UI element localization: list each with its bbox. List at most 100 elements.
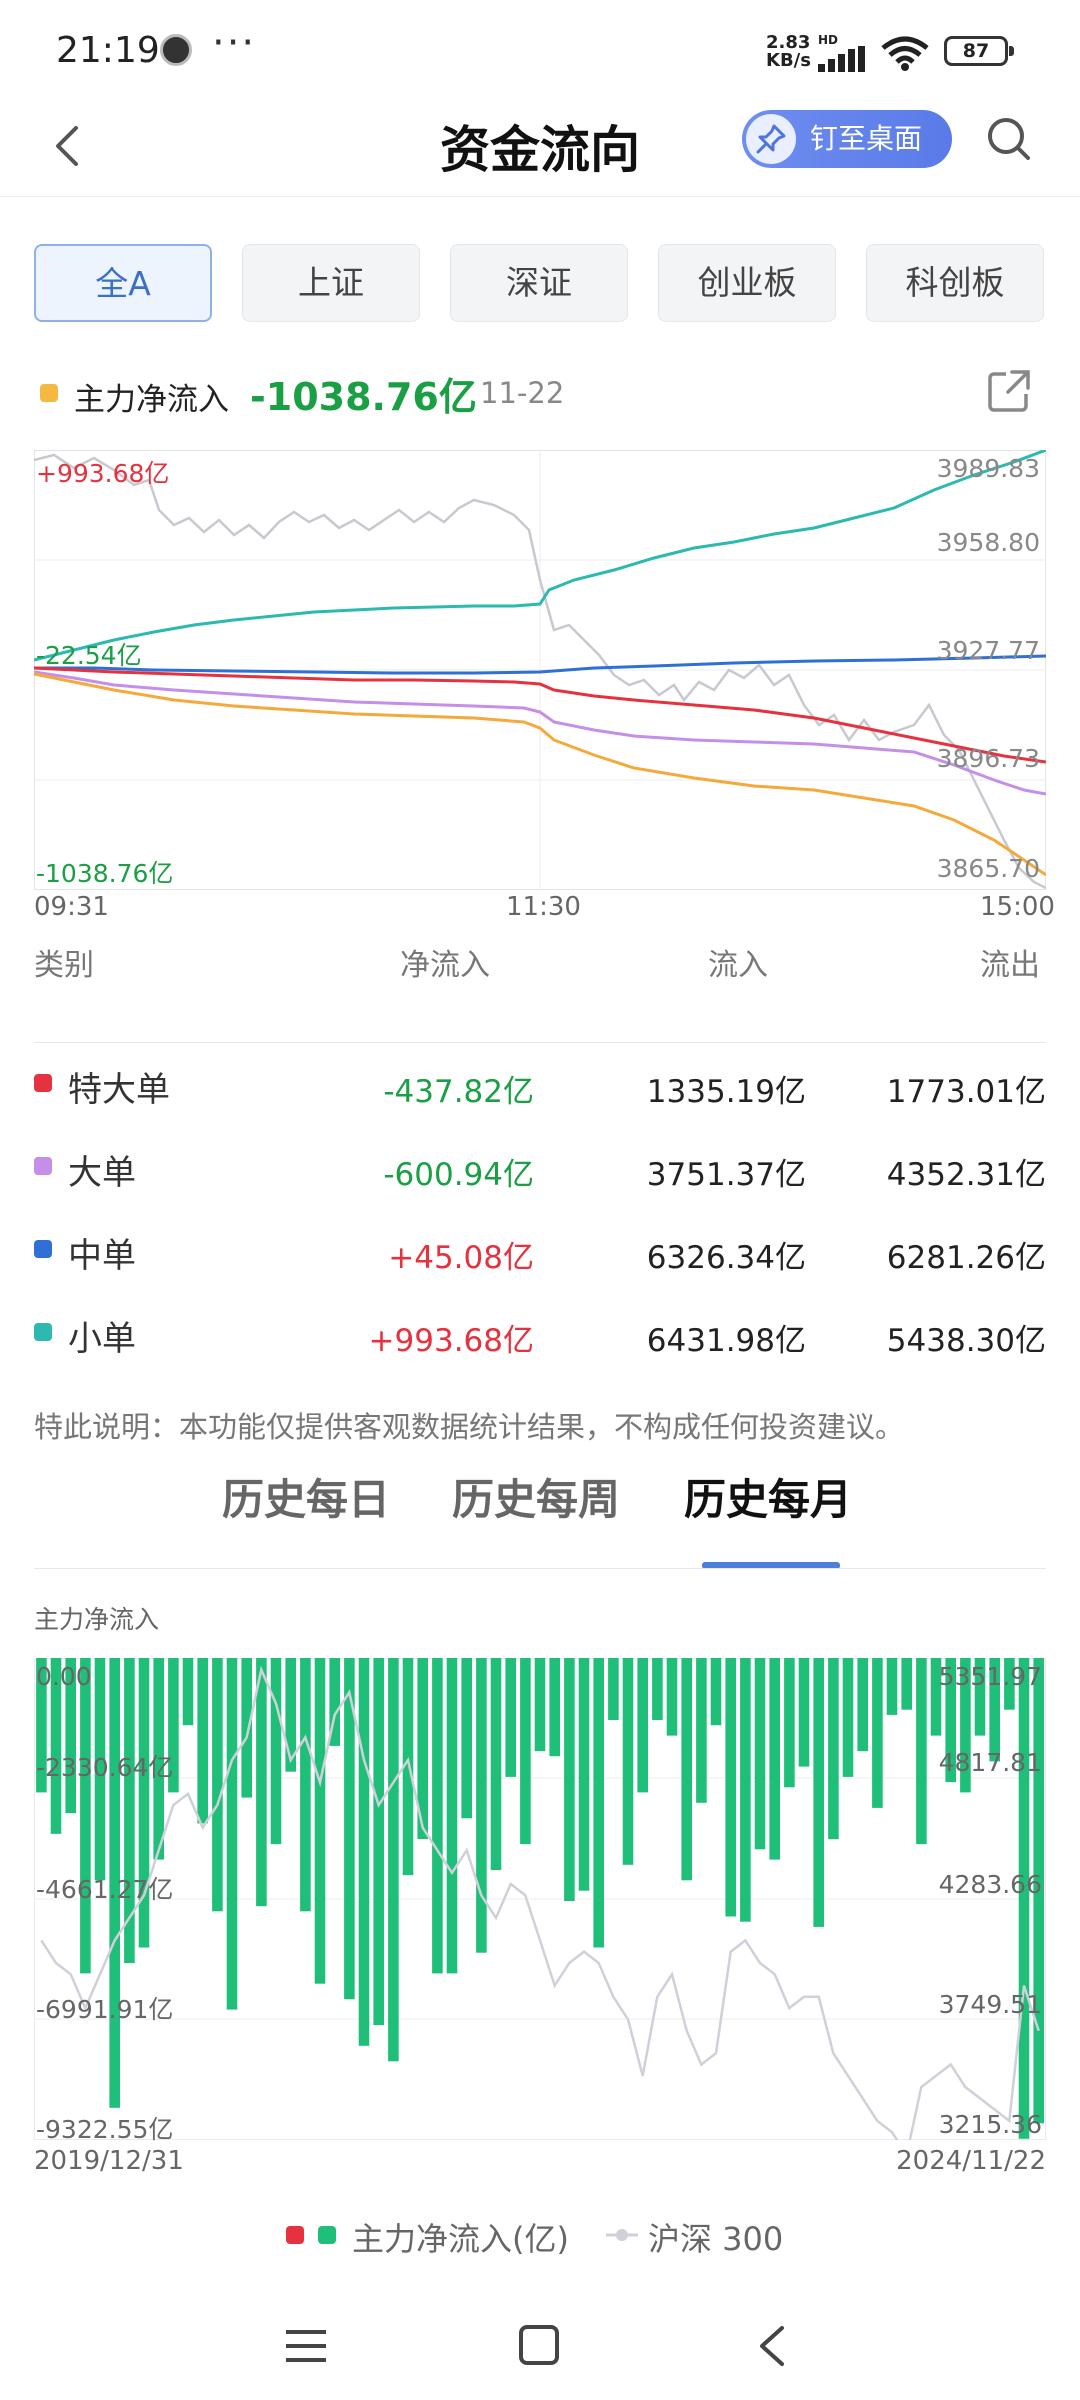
monthly-flow-bar (490, 1658, 502, 1870)
back-icon[interactable] (752, 2322, 792, 2370)
pin-to-desktop-label: 钉至桌面 (810, 122, 923, 155)
table-row: 中单 +45.08亿 6326.34亿 6281.26亿 (34, 1228, 1046, 1308)
row-out: 1773.01亿 (886, 1074, 1046, 1110)
monthly-flow-bar (857, 1658, 868, 1752)
network-speed-value: 2.83 (766, 32, 811, 53)
network-speed-unit: KB/s (766, 50, 811, 71)
battery-icon: 87 (944, 36, 1014, 66)
intraday-bottom-label: -1038.76亿 (36, 859, 174, 888)
tab-history-daily[interactable]: 历史每日 (222, 1475, 391, 1524)
row-out: 4352.31亿 (886, 1157, 1046, 1193)
row-name: 中单 (68, 1236, 136, 1276)
intraday-x-tick: 15:00 (980, 892, 1055, 922)
monthly-flow-bar (564, 1658, 575, 1901)
network-speed: 2.83 KB/s (766, 34, 811, 70)
monthly-x-start: 2019/12/31 (34, 2146, 184, 2176)
monthly-right-tick: 4283.66 (938, 1870, 1042, 1899)
row-out: 5438.30亿 (886, 1323, 1046, 1359)
monthly-flow-bar (622, 1658, 634, 1865)
tab-history-monthly[interactable]: 历史每月 (684, 1475, 853, 1524)
tab-history-weekly[interactable]: 历史每周 (452, 1475, 621, 1524)
app-header: 资金流向 钉至桌面 (0, 100, 1080, 197)
legend-line-label: 沪深 300 (648, 2220, 784, 2258)
hs300-line (40, 1665, 1040, 2158)
search-icon[interactable] (984, 114, 1032, 162)
monthly-flow-bar (344, 1658, 355, 2000)
tab-star-market[interactable]: 科创板 (866, 244, 1044, 322)
monthly-flow-bar (930, 1658, 942, 1736)
tab-shenzhen[interactable]: 深证 (450, 244, 628, 322)
intraday-chart: +993.68亿 -22.54亿 -1038.76亿 3989.83 3958.… (33, 448, 1047, 890)
menu-icon[interactable] (286, 2326, 326, 2366)
index-line (33, 453, 1047, 890)
monthly-flow-bar (65, 1658, 76, 1814)
monthly-flow-bar (593, 1658, 604, 1948)
monthly-flow-bar (945, 1658, 956, 1783)
monthly-left-tick: -9322.55亿 (36, 2115, 174, 2144)
row-net: -437.82亿 (383, 1074, 534, 1110)
tab-all-a[interactable]: 全A (34, 244, 212, 322)
monthly-flow-bar (358, 1658, 370, 2046)
row-name: 小单 (68, 1319, 136, 1359)
monthly-flow-bar (681, 1658, 692, 1881)
more-notifications-icon: ··· (212, 20, 257, 66)
monthly-flow-bar (534, 1658, 546, 1752)
monthly-flow-bar (124, 1658, 135, 1963)
active-tab-indicator (702, 1562, 840, 1569)
history-tabs: 历史每日 历史每周 历史每月 (0, 1466, 1080, 1569)
monthly-flow-bar (402, 1658, 414, 1876)
table-row: 小单 +993.68亿 6431.98亿 5438.30亿 (34, 1311, 1046, 1391)
tab-shanghai[interactable]: 上证 (242, 244, 420, 322)
monthly-flow-bar (270, 1658, 282, 1845)
intraday-x-tick: 11:30 (506, 892, 581, 922)
intraday-top-label: +993.68亿 (36, 459, 170, 488)
monthly-flow-bar (300, 1658, 311, 1912)
monthly-flow-bar (109, 1658, 120, 2108)
monthly-flow-bar (432, 1658, 443, 1974)
monthly-flow-bar (36, 1658, 47, 1793)
table-header-net: 净流入 (400, 948, 490, 983)
home-icon[interactable] (518, 2324, 560, 2366)
tab-chinext[interactable]: 创业板 (658, 244, 836, 322)
intraday-chart-svg (33, 448, 1047, 890)
medium-order-color-dot (34, 1240, 52, 1258)
row-name: 特大单 (68, 1070, 170, 1110)
row-in: 6431.98亿 (646, 1323, 806, 1359)
small-order-line (33, 448, 1047, 662)
pin-to-desktop-button[interactable]: 钉至桌面 (742, 110, 952, 168)
monthly-flow-bar (769, 1658, 780, 1860)
monthly-right-tick: 5351.97 (938, 1662, 1042, 1691)
monthly-flow-bar (256, 1658, 267, 1907)
disclaimer-note: 特此说明：本功能仅提供客观数据统计结果，不构成任何投资建议。 (34, 1410, 905, 1444)
intraday-right-tick: 3989.83 (936, 454, 1040, 483)
large-order-color-dot (34, 1157, 52, 1175)
monthly-flow-bar (842, 1658, 854, 1777)
monthly-flow-bar (666, 1658, 678, 1736)
table-header-in: 流入 (708, 948, 768, 983)
pin-icon (746, 114, 796, 164)
monthly-flow-bar (329, 1658, 340, 1746)
row-net: -600.94亿 (383, 1157, 534, 1193)
monthly-flow-bar (314, 1658, 326, 1984)
monthly-right-tick: 4817.81 (938, 1748, 1042, 1777)
fullscreen-share-icon[interactable] (986, 368, 1032, 414)
monthly-flow-bar (388, 1658, 399, 2062)
monthly-left-tick: -4661.27亿 (36, 1875, 174, 1904)
intraday-x-tick: 09:31 (34, 892, 109, 922)
monthly-flow-bar (798, 1658, 810, 1767)
main-flow-value: -1038.76亿 (250, 375, 477, 419)
medium-order-line (34, 654, 1047, 675)
monthly-flow-bar (94, 1658, 106, 1881)
back-arrow-icon[interactable] (48, 116, 88, 176)
table-header-out: 流出 (980, 948, 1040, 983)
market-tabs: 全A 上证 深证 创业板 科创板 (34, 244, 1046, 324)
intraday-right-tick: 3927.77 (936, 636, 1040, 665)
monthly-flow-bar (476, 1658, 487, 1953)
intraday-legend: 主力净流入 -1038.76亿 11-22 (40, 364, 1040, 424)
row-name: 大单 (68, 1153, 136, 1193)
monthly-flow-bar (740, 1658, 751, 1922)
monthly-flow-bar (226, 1658, 238, 2010)
monthly-flow-bar (901, 1658, 912, 1710)
monthly-x-end: 2024/11/22 (896, 2146, 1046, 2176)
main-flow-label: 主力净流入 (74, 382, 229, 418)
